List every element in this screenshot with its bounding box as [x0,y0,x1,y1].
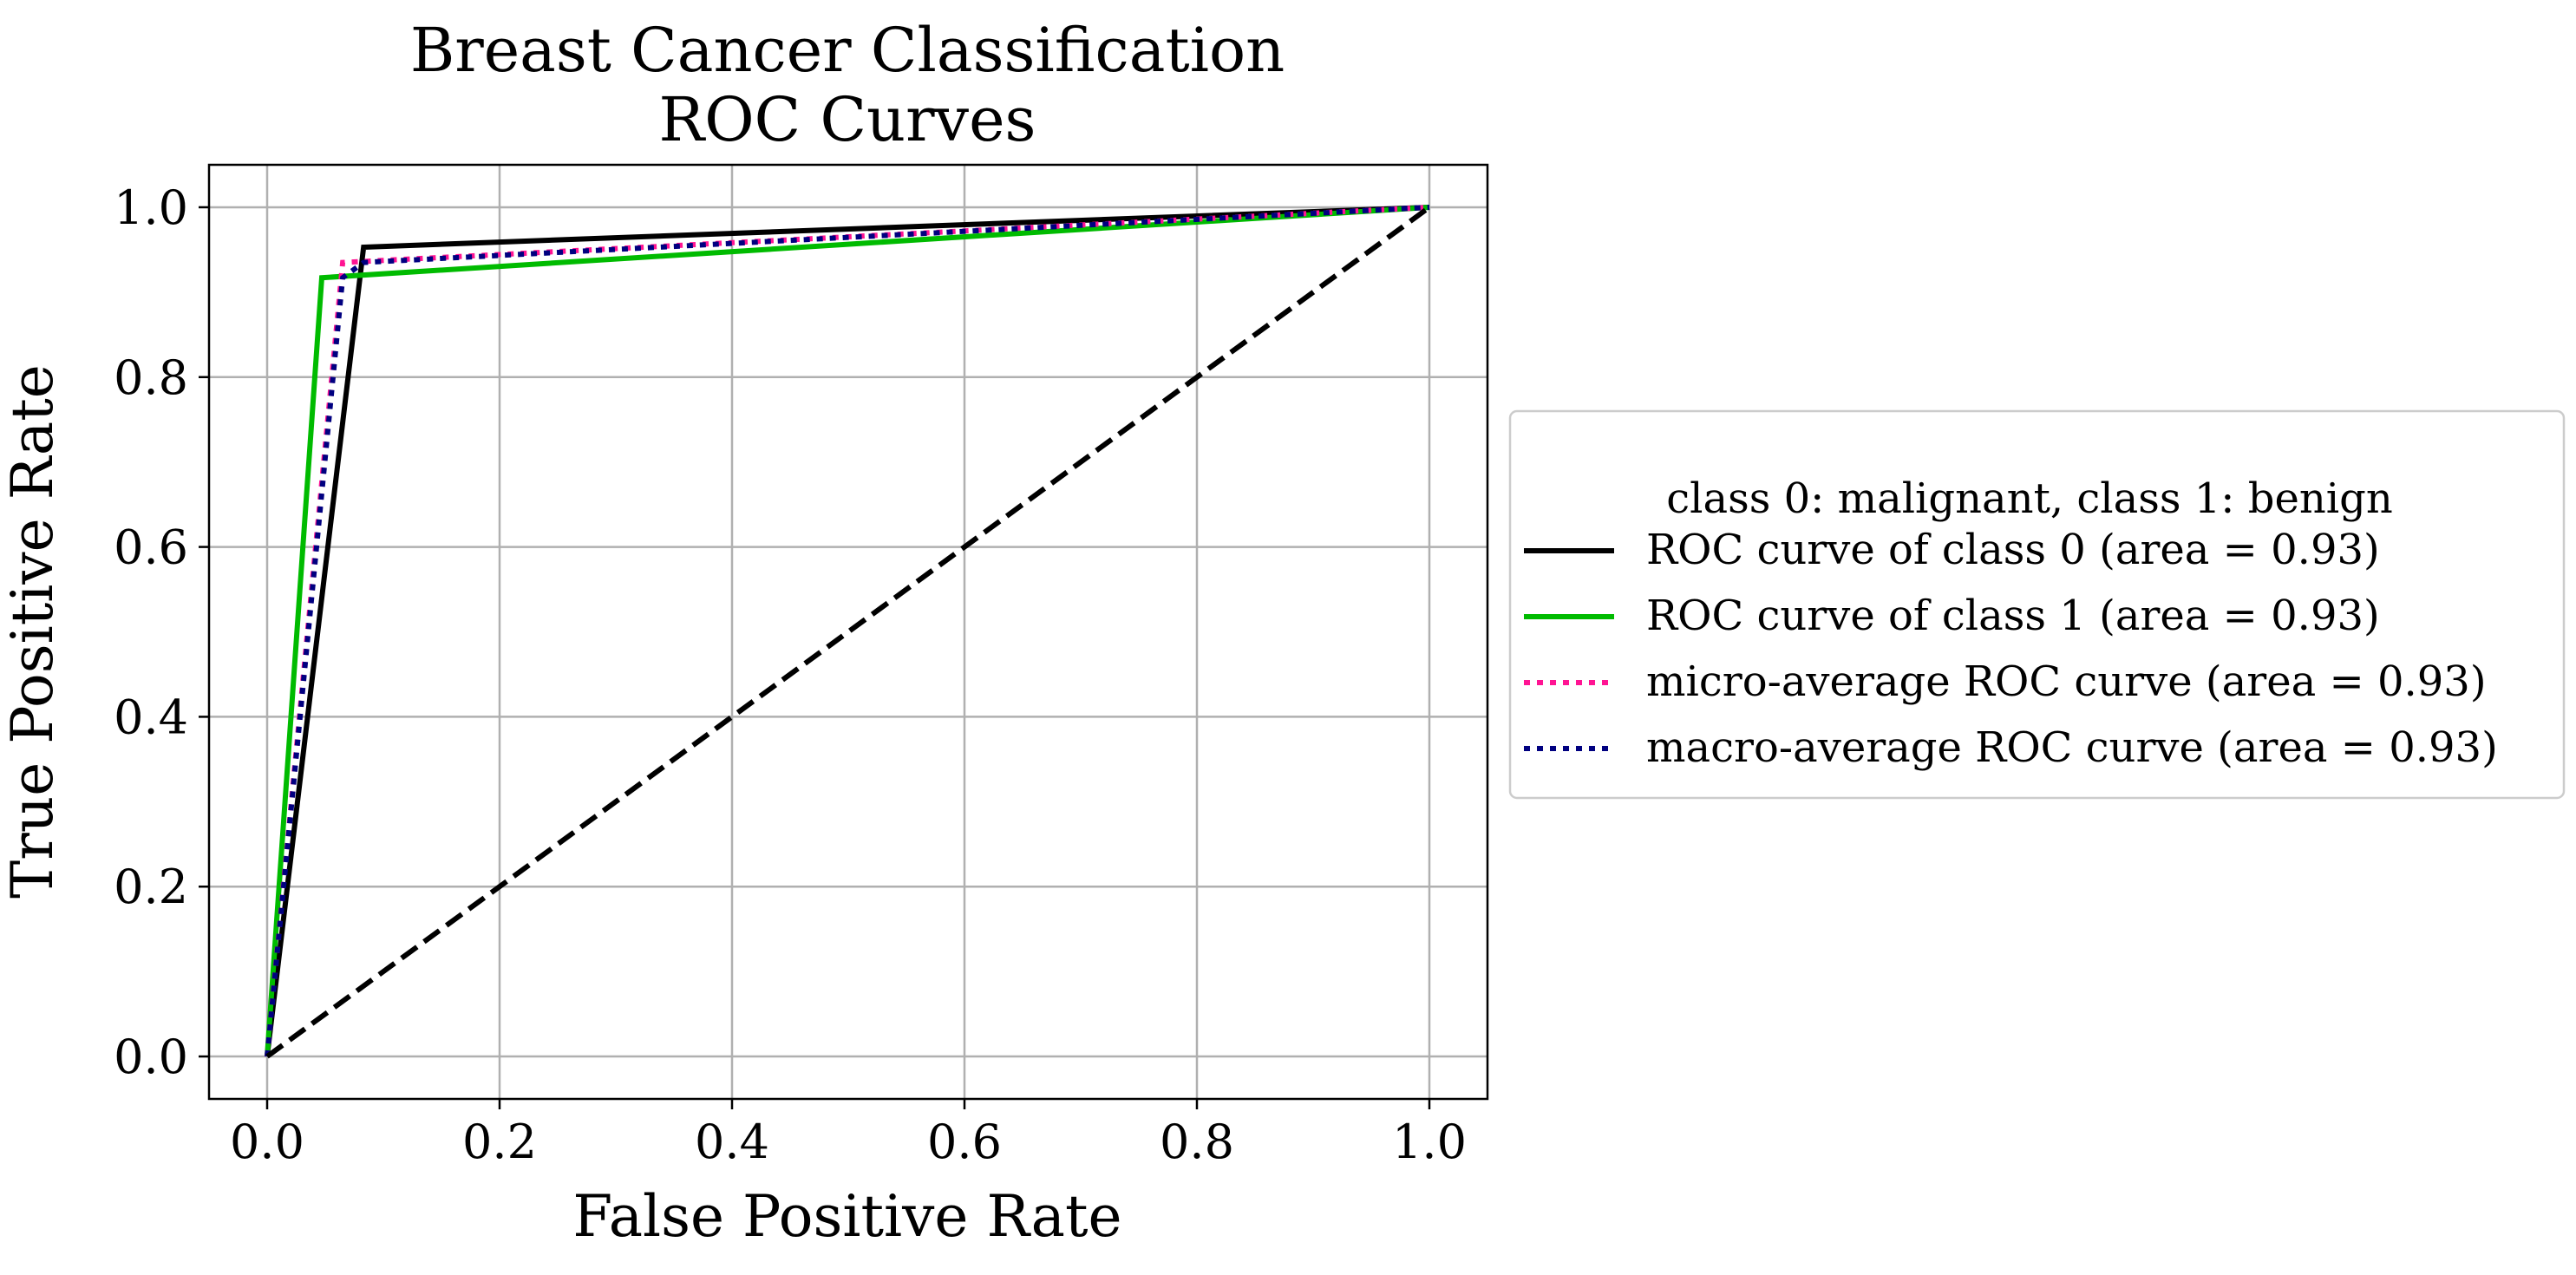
chance-diagonal-line [265,205,1431,1059]
legend-label-3: macro-average ROC curve (area = 0.93) [1646,723,2498,772]
x-tick-label: 0.6 [927,1115,1002,1169]
legend-title: class 0: malignant, class 1: benign [1666,474,2393,523]
y-axis-ticks: 0.0 0.2 0.4 0.6 0.8 1.0 [114,180,209,1084]
legend-label-1: ROC curve of class 1 (area = 0.93) [1646,592,2380,640]
series-line-3 [265,205,1430,1057]
series-line-1 [265,205,1430,1057]
y-tick-label: 1.0 [114,180,188,235]
x-tick-label: 0.0 [230,1115,304,1169]
x-axis-label: False Positive Rate [572,1183,1121,1250]
x-tick-label: 0.8 [1160,1115,1234,1169]
y-tick-label: 0.4 [114,690,188,744]
chart-title-line: Breast Cancer Classification [410,15,1285,86]
y-axis-label: True Positive Rate [0,364,66,899]
series-lines [265,205,1431,1059]
x-tick-label: 1.0 [1392,1115,1467,1169]
grid [209,165,1487,1099]
series-line-0 [265,205,1430,1057]
legend-entries: ROC curve of class 0 (area = 0.93) ROC cu… [1524,526,2498,772]
y-tick-label: 0.0 [114,1030,188,1084]
chart-title-line: ROC Curves [659,84,1036,155]
y-tick-label: 0.8 [114,350,188,405]
y-tick-label: 0.2 [114,860,188,914]
legend-label-2: micro-average ROC curve (area = 0.93) [1646,657,2487,706]
legend: class 0: malignant, class 1: benign ROC … [1508,409,2566,800]
x-tick-label: 0.4 [695,1115,769,1169]
x-tick-label: 0.2 [462,1115,537,1169]
plot-frame [207,163,1489,1101]
y-tick-label: 0.6 [114,520,188,575]
legend-label-0: ROC curve of class 0 (area = 0.93) [1646,526,2380,574]
legend-box [1508,409,2566,800]
chart-title: Breast Cancer Classification ROC Curves [410,15,1285,155]
x-axis-ticks: 0.0 0.2 0.4 0.6 0.8 1.0 [230,1099,1467,1169]
